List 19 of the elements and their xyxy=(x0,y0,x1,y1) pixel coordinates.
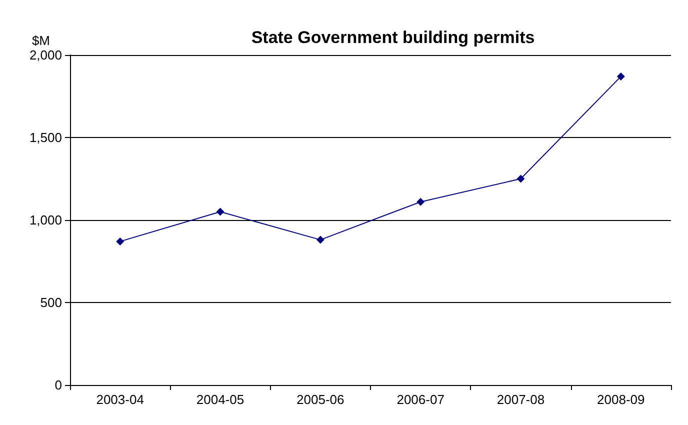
point xyxy=(216,208,224,216)
y-tick-label: 2,000 xyxy=(29,48,62,62)
point xyxy=(616,72,625,80)
y-tick-label: 1,000 xyxy=(29,212,62,228)
point xyxy=(416,198,425,206)
x-tick-label: 2005-06 xyxy=(296,392,344,407)
x-tick-label: 2008-09 xyxy=(597,392,645,407)
y-axis-title: $M xyxy=(32,33,50,48)
y-tick-label: 1,500 xyxy=(29,130,62,145)
y-tick-label: 0 xyxy=(54,378,62,392)
x-tick-label: 2006-07 xyxy=(396,392,444,407)
y-tick-label: 500 xyxy=(40,295,62,310)
x-tick-label: 2007-08 xyxy=(496,392,545,407)
point xyxy=(316,236,324,244)
chart-title: State Government building permits xyxy=(251,28,535,47)
point xyxy=(516,174,525,183)
point xyxy=(116,237,124,246)
x-tick-label: 2004-05 xyxy=(196,392,244,407)
x-tick-label: 2003-04 xyxy=(96,392,144,407)
